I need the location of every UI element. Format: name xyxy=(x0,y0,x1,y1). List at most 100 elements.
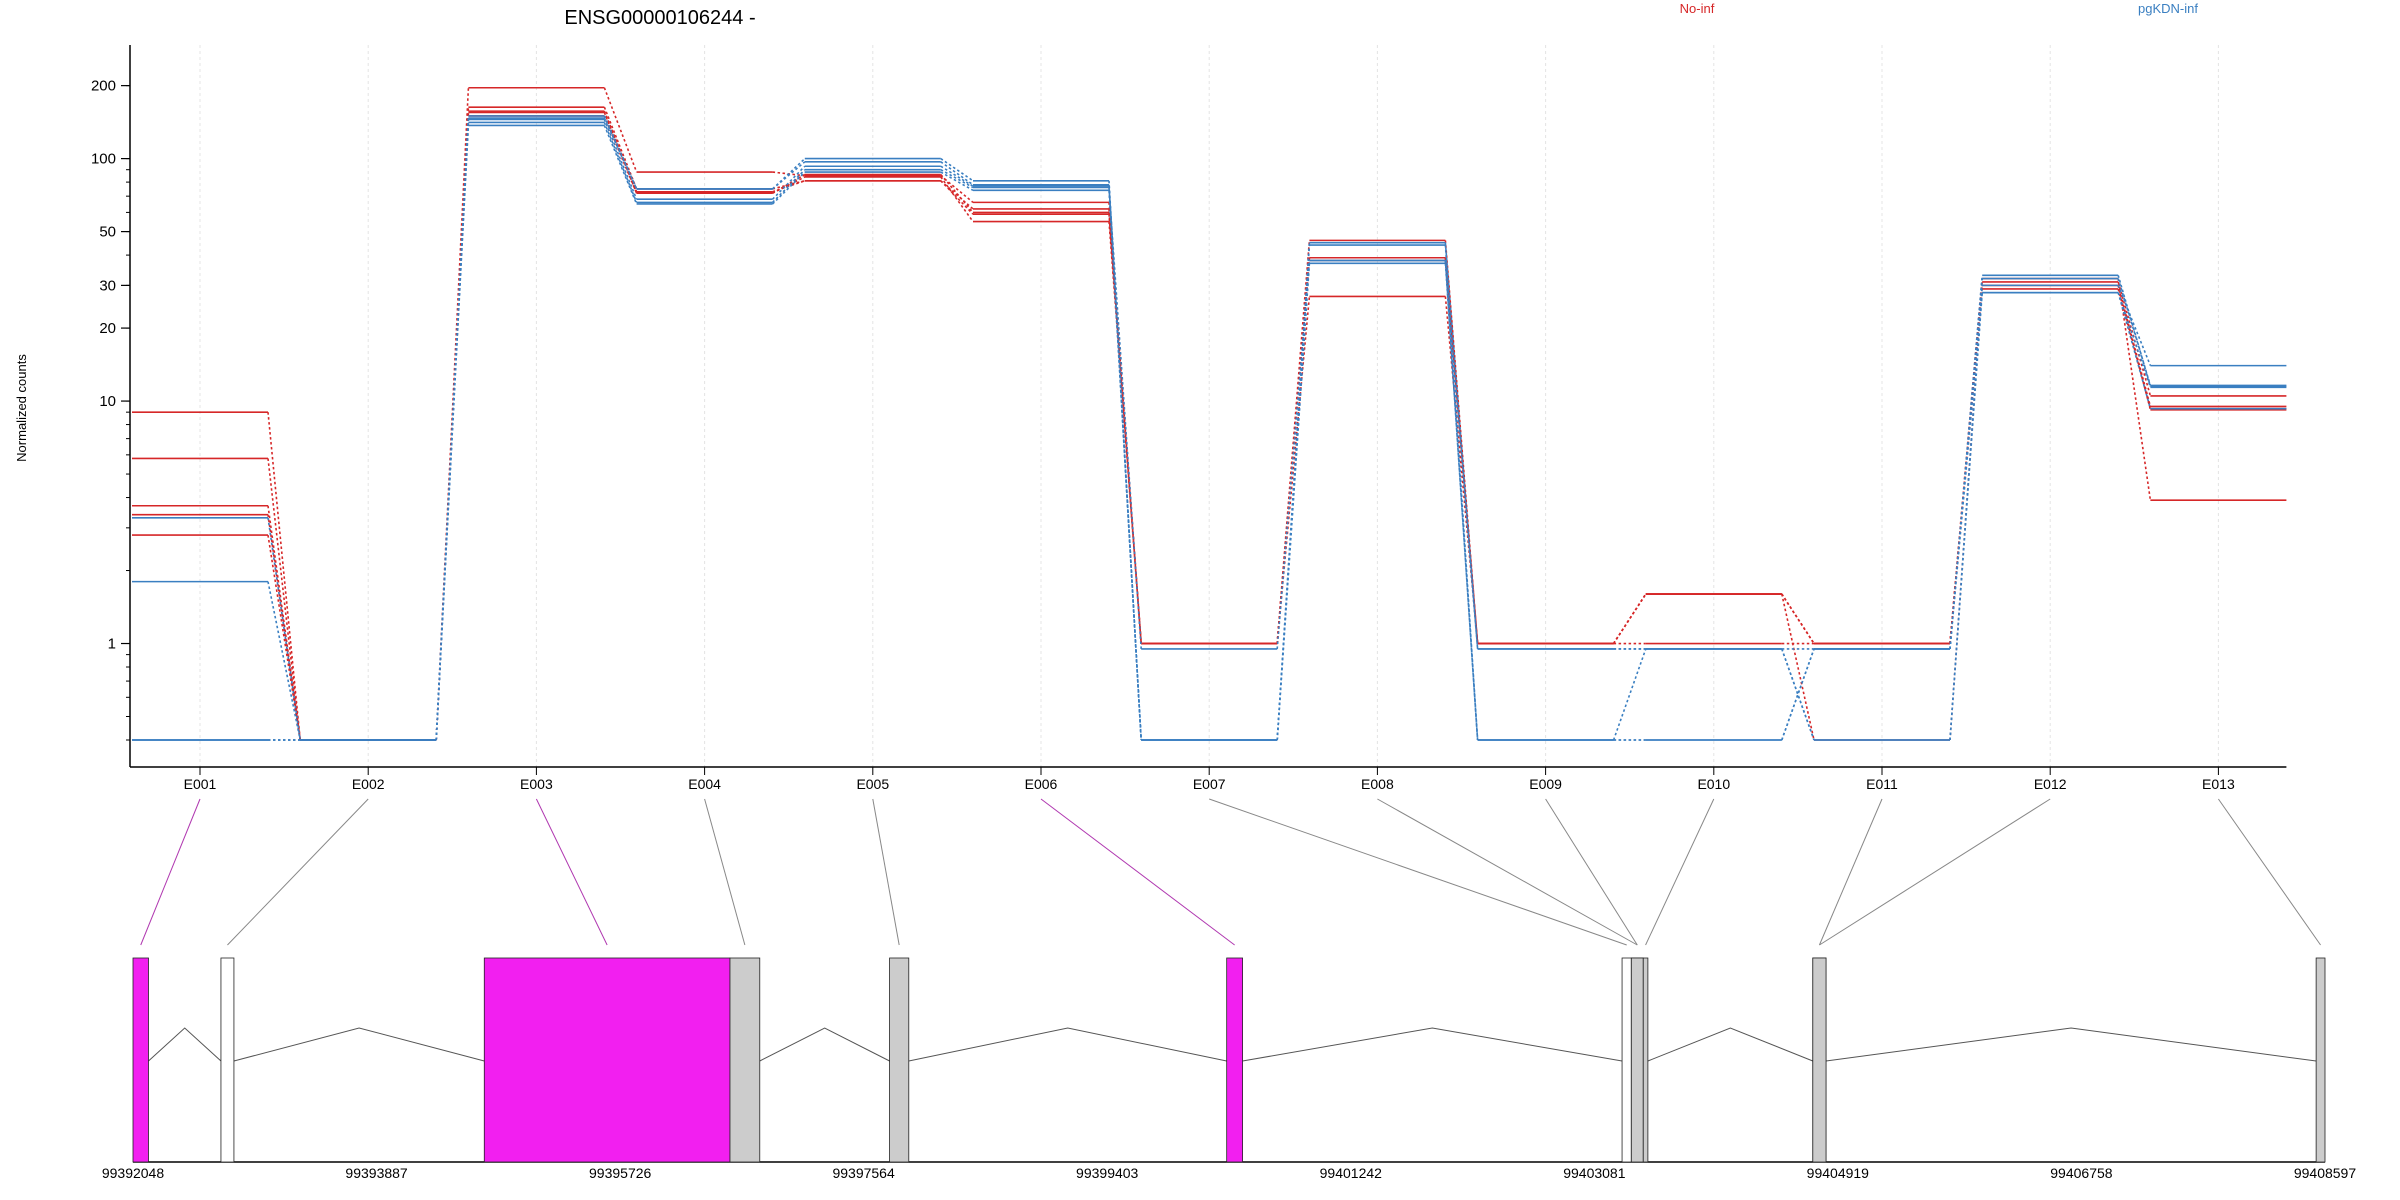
exon-connector xyxy=(1377,798,1638,946)
exon-box xyxy=(132,957,149,1163)
x-axis: E001 E002 E003 E004 E005 E006 E007 E008 E009 E010… xyxy=(130,766,2287,792)
transition-segment xyxy=(603,125,638,205)
y-axis: 1 10 20 30 50 100 200 xyxy=(91,45,131,767)
x-tick-label: E011 xyxy=(1866,776,1898,792)
transition-segment xyxy=(2117,281,2152,397)
intron xyxy=(759,1027,890,1062)
transition-segment xyxy=(1949,292,1983,649)
exon-box xyxy=(2315,957,2326,1163)
transition-segment xyxy=(435,112,470,741)
transition-segment xyxy=(603,115,638,190)
genomic-tick-label: 99403081 xyxy=(1563,1165,1626,1181)
transition-segment xyxy=(2117,278,2152,386)
exon-connector xyxy=(140,798,201,946)
transition-segment xyxy=(940,175,974,203)
exon-box xyxy=(1642,957,1649,1163)
transition-segment xyxy=(1108,187,1142,649)
transition-segment xyxy=(1108,186,1142,741)
intron xyxy=(1647,1027,1813,1062)
transition-segment xyxy=(603,119,638,200)
x-tick-label: E003 xyxy=(520,776,553,792)
y-tick-label: 10 xyxy=(99,393,116,410)
transition-segment xyxy=(1781,648,1815,741)
intron xyxy=(908,1027,1227,1062)
exon-connector xyxy=(1819,798,2051,946)
x-tick-label: E008 xyxy=(1361,776,1394,792)
exon-connector xyxy=(535,798,608,946)
transition-segment xyxy=(267,581,301,741)
transition-segment xyxy=(267,534,301,741)
legend-label-no-inf: No-inf xyxy=(1680,1,1715,16)
transition-segment xyxy=(772,161,806,190)
transition-segment xyxy=(940,161,974,186)
x-tick-label: E012 xyxy=(2034,776,2067,792)
x-tick-label: E010 xyxy=(1697,776,1730,792)
exon-box xyxy=(1630,957,1644,1163)
genomic-tick-label: 99404919 xyxy=(1807,1165,1870,1181)
exon-box xyxy=(1621,957,1632,1163)
intron xyxy=(233,1027,485,1062)
y-tick-label: 20 xyxy=(99,320,116,337)
x-tick-label: E009 xyxy=(1529,776,1562,792)
transition-segment xyxy=(603,115,638,194)
x-tick-label: E004 xyxy=(688,776,721,792)
exon-connector xyxy=(1645,798,1715,946)
transition-segment xyxy=(2117,285,2152,366)
series-line xyxy=(132,124,2287,741)
intron xyxy=(1242,1027,1623,1062)
transition-segment xyxy=(1949,288,1983,644)
transition-segment xyxy=(603,122,638,203)
transition-segment xyxy=(1108,190,1142,741)
genomic-tick-label: 99393887 xyxy=(345,1165,408,1181)
series-lines xyxy=(132,86,2287,741)
x-tick-label: E007 xyxy=(1193,776,1226,792)
transition-segment xyxy=(940,180,974,215)
exon-box xyxy=(483,957,731,1163)
transition-segment xyxy=(772,173,806,194)
y-tick-label: 100 xyxy=(91,151,116,168)
x-tick-label: E005 xyxy=(856,776,889,792)
transition-segment xyxy=(1612,593,1647,644)
gene-model: 99392048 99393887 99395726 99397564 99399403… xyxy=(102,957,2357,1181)
genomic-tick-label: 99401242 xyxy=(1320,1165,1383,1181)
y-tick-label: 30 xyxy=(99,277,116,294)
transition-segment xyxy=(940,176,974,223)
genomic-tick-label: 99399403 xyxy=(1076,1165,1139,1181)
exon-connector xyxy=(1209,798,1627,946)
transition-segment xyxy=(1276,263,1311,741)
transition-segment xyxy=(267,517,301,741)
transition-segment xyxy=(940,169,974,189)
genomic-tick-label: 99397564 xyxy=(832,1165,895,1181)
exon-connectors xyxy=(140,798,2321,946)
exon-box xyxy=(889,957,910,1163)
y-axis-label: Normalized counts xyxy=(14,354,29,462)
transition-segment xyxy=(1612,648,1647,741)
transition-segment xyxy=(772,180,805,190)
transition-segment xyxy=(1949,292,1983,741)
genomic-tick-label: 99406758 xyxy=(2050,1165,2113,1181)
exon-connector xyxy=(1818,798,1883,946)
exon-connector xyxy=(227,798,369,946)
transition-segment xyxy=(603,112,638,194)
transition-segment xyxy=(940,165,974,187)
exon-connector xyxy=(704,798,746,946)
genomic-tick-label: 99395726 xyxy=(589,1165,652,1181)
transition-segment xyxy=(940,157,974,182)
genomic-tick-label: 99408597 xyxy=(2294,1165,2357,1181)
x-tick-label: E001 xyxy=(184,776,217,792)
y-tick-label: 50 xyxy=(99,224,116,241)
transition-segment xyxy=(1276,296,1311,644)
x-tick-label: E013 xyxy=(2202,776,2235,792)
y-tick-label: 200 xyxy=(91,78,116,95)
exon-connector xyxy=(872,798,900,946)
transition-segment xyxy=(2117,275,2152,387)
exon-connector xyxy=(2217,798,2321,946)
transition-segment xyxy=(1781,648,1815,741)
transition-segment xyxy=(435,125,470,741)
transition-segment xyxy=(2117,278,2152,501)
exon-box xyxy=(1812,957,1827,1163)
transition-segment xyxy=(1276,260,1311,649)
exon-connector xyxy=(1040,798,1235,946)
legend-label-pgkdn-inf: pgKDN-inf xyxy=(2138,1,2198,16)
